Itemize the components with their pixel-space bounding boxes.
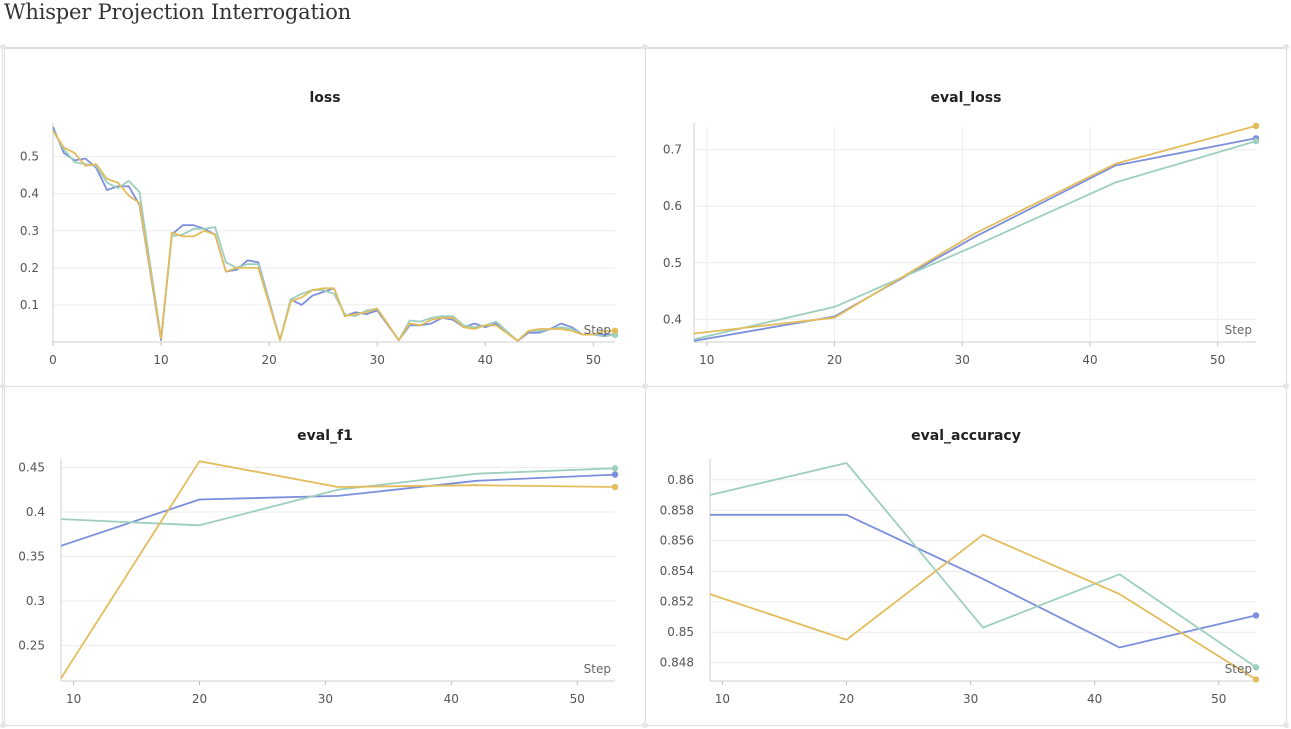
resize-handle[interactable] [0, 44, 6, 50]
x-tick-label: 10 [715, 692, 730, 706]
x-tick-label: 30 [963, 692, 978, 706]
y-tick-label: 0.3 [20, 224, 39, 238]
series-line-2 [693, 140, 1257, 341]
series-line-1 [60, 473, 616, 547]
series-last-point-1 [611, 471, 619, 478]
series-line-3 [693, 125, 1257, 335]
x-tick-label: 50 [586, 353, 601, 367]
series-line-1 [693, 137, 1257, 342]
eval-f1-chart: 0.25 0.3 0.35 0.4 0.45 10 20 30 40 50 Step [18, 459, 619, 706]
loss-chart-panel[interactable]: loss 0.1 0.2 0.3 0.4 0.5 0 10 20 30 40 50 Step [4, 48, 646, 387]
y-tick-label: 0.854 [660, 564, 694, 578]
y-tick-label: 0.1 [20, 298, 39, 312]
x-tick-label: 50 [1210, 353, 1225, 367]
series-line-3 [52, 130, 615, 342]
y-tick-label: 0.7 [663, 143, 682, 157]
resize-handle[interactable] [1283, 383, 1289, 389]
resize-handle[interactable] [0, 722, 6, 728]
x-tick-label: 10 [153, 353, 168, 367]
y-tick-label: 0.858 [660, 503, 694, 517]
resize-handle[interactable] [642, 383, 648, 389]
resize-handle[interactable] [642, 722, 648, 728]
eval-accuracy-chart-panel[interactable]: eval_accuracy 0.848 0.85 0.852 0.854 0.856 0.… [645, 386, 1287, 726]
x-tick-label: 20 [262, 353, 277, 367]
eval-accuracy-chart: 0.848 0.85 0.852 0.854 0.856 0.858 0.86 10 20 30 4… [660, 459, 1260, 706]
x-tick-label: 20 [827, 353, 842, 367]
x-tick-label: 50 [570, 692, 585, 706]
series-last-point-3 [1252, 122, 1260, 130]
x-axis-label: Step [584, 662, 611, 676]
x-tick-label: 30 [955, 353, 970, 367]
chart-title: eval_accuracy [911, 428, 1021, 444]
y-tick-label: 0.35 [18, 549, 45, 563]
x-axis-label: Step [1225, 323, 1252, 337]
eval-f1-chart-panel[interactable]: eval_f1 0.25 0.3 0.35 0.4 0.45 10 20 30 40 50 Step [4, 386, 646, 726]
page-title: Whisper Projection Interrogation [4, 0, 351, 24]
y-tick-label: 0.86 [667, 473, 694, 487]
y-tick-label: 0.3 [26, 594, 45, 608]
series-last-point-3 [611, 483, 619, 491]
y-tick-label: 0.4 [26, 505, 45, 519]
resize-handle[interactable] [642, 44, 648, 50]
chart-title: loss [309, 90, 341, 106]
series-last-point-3 [611, 327, 619, 335]
series-line-3 [60, 460, 616, 679]
y-tick-label: 0.4 [20, 187, 39, 201]
chart-title: eval_f1 [297, 428, 353, 444]
y-tick-label: 0.856 [660, 534, 694, 548]
resize-handle[interactable] [1283, 44, 1289, 50]
y-tick-label: 0.5 [20, 150, 39, 164]
x-tick-label: 10 [66, 692, 81, 706]
y-tick-label: 0.6 [663, 199, 682, 213]
series-line-1 [52, 126, 615, 342]
series-line-2 [52, 130, 616, 342]
x-tick-label: 50 [1211, 692, 1226, 706]
y-tick-label: 0.848 [660, 656, 694, 670]
x-tick-label: 10 [699, 353, 714, 367]
x-tick-label: 40 [478, 353, 493, 367]
x-tick-label: 0 [49, 353, 57, 367]
series-last-point-2 [1252, 137, 1260, 145]
series-line-1 [710, 513, 1257, 649]
y-tick-label: 0.2 [20, 261, 39, 275]
x-tick-label: 40 [1087, 692, 1102, 706]
x-axis-label: Step [1225, 662, 1252, 676]
x-tick-label: 30 [370, 353, 385, 367]
series-last-point-2 [611, 465, 619, 472]
chart-title: eval_loss [930, 90, 1002, 106]
x-tick-label: 40 [444, 692, 459, 706]
eval-loss-chart: 0.4 0.5 0.6 0.7 10 20 30 40 50 Step [663, 122, 1260, 367]
x-tick-label: 20 [192, 692, 207, 706]
x-axis-label: Step [584, 323, 611, 337]
y-tick-label: 0.25 [18, 638, 45, 652]
eval-loss-chart-panel[interactable]: eval_loss 0.4 0.5 0.6 0.7 10 20 30 40 50 Step [645, 48, 1287, 387]
series-last-point-3 [1252, 676, 1260, 683]
series-line-2 [709, 462, 1257, 669]
resize-handle[interactable] [0, 383, 6, 389]
y-tick-label: 0.5 [663, 256, 682, 270]
y-tick-label: 0.85 [667, 625, 694, 639]
loss-chart: 0.1 0.2 0.3 0.4 0.5 0 10 20 30 40 50 Step [20, 123, 619, 367]
y-tick-label: 0.4 [663, 312, 682, 326]
x-tick-label: 20 [839, 692, 854, 706]
resize-handle[interactable] [1283, 722, 1289, 728]
series-line-3 [709, 533, 1257, 681]
series-line-2 [60, 467, 616, 527]
x-tick-label: 30 [318, 692, 333, 706]
series-last-point-1 [1252, 612, 1260, 619]
y-tick-label: 0.852 [660, 595, 694, 609]
y-tick-label: 0.45 [18, 460, 45, 474]
series-last-point-2 [1252, 664, 1260, 671]
x-tick-label: 40 [1082, 353, 1097, 367]
